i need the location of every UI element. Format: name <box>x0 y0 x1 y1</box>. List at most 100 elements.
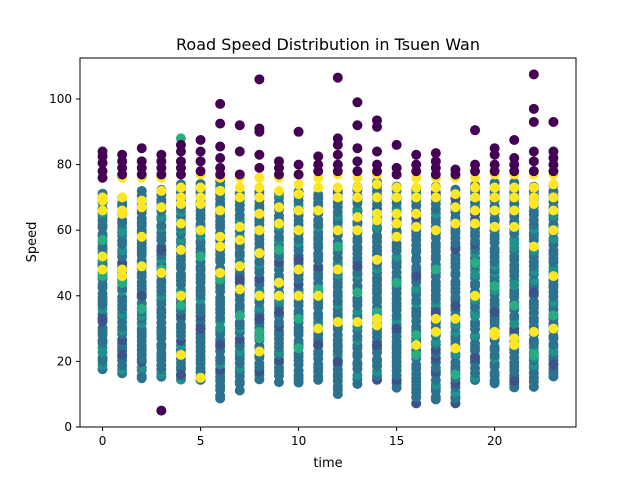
data-point <box>273 244 284 255</box>
data-point <box>254 346 265 357</box>
data-point <box>430 182 441 193</box>
data-point <box>528 241 539 252</box>
data-point <box>548 271 559 282</box>
data-point <box>372 146 383 157</box>
data-point <box>372 121 383 132</box>
data-point <box>136 202 147 213</box>
data-point <box>195 323 206 334</box>
data-point <box>254 290 265 301</box>
data-point <box>411 192 422 203</box>
data-point <box>136 185 147 196</box>
data-point <box>411 208 422 219</box>
y-axis: 0 20 40 60 80 100 <box>49 92 80 434</box>
data-point <box>313 151 324 162</box>
data-point <box>175 218 186 229</box>
data-point <box>509 221 520 232</box>
data-point <box>548 225 559 236</box>
data-point <box>332 264 343 275</box>
data-point <box>450 169 461 180</box>
x-axis-label: time <box>313 456 342 471</box>
y-tick-label: 40 <box>57 289 72 303</box>
data-point <box>195 372 206 383</box>
data-point <box>372 166 383 177</box>
data-point <box>450 218 461 229</box>
data-point <box>293 290 304 301</box>
y-tick-label: 20 <box>57 354 72 368</box>
data-point <box>313 189 324 200</box>
data-point <box>528 166 539 177</box>
data-point <box>332 166 343 177</box>
data-point <box>332 149 343 160</box>
data-point <box>175 369 186 380</box>
data-point <box>136 261 147 272</box>
data-point <box>156 267 167 278</box>
data-point <box>489 149 500 160</box>
data-point <box>352 143 363 154</box>
data-point <box>215 231 226 242</box>
data-point <box>234 120 245 131</box>
data-point <box>195 182 206 193</box>
data-point <box>234 235 245 246</box>
data-point <box>430 326 441 337</box>
data-point <box>430 264 441 275</box>
data-point <box>195 251 206 262</box>
data-point <box>97 205 108 216</box>
data-point <box>411 182 422 193</box>
data-point <box>293 126 304 137</box>
data-point <box>450 300 461 311</box>
data-point <box>293 343 304 354</box>
data-point <box>509 205 520 216</box>
data-point <box>175 182 186 193</box>
data-point <box>175 300 186 311</box>
y-tick-label: 80 <box>57 158 72 172</box>
data-point <box>450 202 461 213</box>
data-point <box>489 330 500 341</box>
data-point <box>548 205 559 216</box>
data-point <box>352 317 363 328</box>
data-point <box>234 274 245 285</box>
data-point <box>430 169 441 180</box>
data-point <box>548 323 559 334</box>
data-point <box>352 212 363 223</box>
data-point <box>215 98 226 109</box>
data-point <box>175 198 186 209</box>
data-point <box>136 231 147 242</box>
data-point <box>548 192 559 203</box>
data-point <box>215 169 226 180</box>
data-point <box>195 166 206 177</box>
data-point <box>391 182 402 193</box>
data-point <box>293 264 304 275</box>
data-point <box>391 139 402 150</box>
data-point <box>352 225 363 236</box>
data-point <box>332 356 343 367</box>
data-point <box>470 218 481 229</box>
data-point <box>372 320 383 331</box>
y-tick-label: 60 <box>57 223 72 237</box>
data-point <box>293 189 304 200</box>
data-point <box>234 284 245 295</box>
data-point <box>489 280 500 291</box>
data-point <box>528 103 539 114</box>
y-tick-label: 0 <box>64 420 72 434</box>
data-point <box>450 343 461 354</box>
data-point <box>234 310 245 321</box>
data-point <box>450 189 461 200</box>
data-point <box>411 330 422 341</box>
data-point <box>509 182 520 193</box>
data-point <box>391 192 402 203</box>
data-point <box>391 323 402 334</box>
data-point <box>391 218 402 229</box>
data-point <box>528 287 539 298</box>
data-point <box>391 277 402 288</box>
data-point <box>293 225 304 236</box>
chart-title: Road Speed Distribution in Tsuen Wan <box>176 35 480 54</box>
y-tick-label: 100 <box>49 92 72 106</box>
data-point <box>156 169 167 180</box>
data-point <box>509 192 520 203</box>
data-point <box>450 369 461 380</box>
data-point <box>411 271 422 282</box>
data-point <box>215 118 226 129</box>
data-point <box>97 172 108 183</box>
data-point <box>470 290 481 301</box>
